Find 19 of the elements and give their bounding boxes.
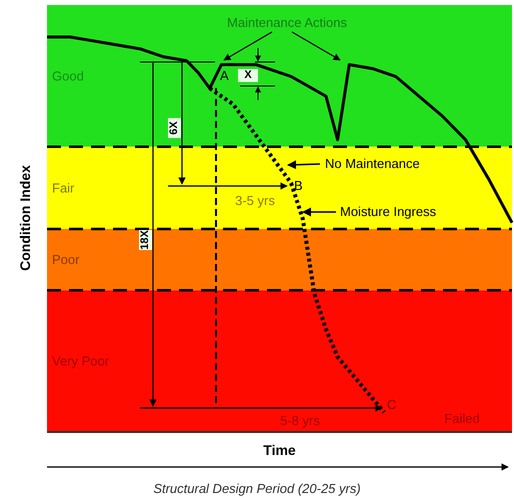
annotation: Failed: [444, 411, 480, 426]
text: Maintenance Actions: [227, 15, 348, 30]
annotation: C: [387, 397, 396, 412]
annotation: 18X: [139, 230, 151, 250]
annotation: 6X: [168, 120, 180, 135]
annotation: X: [244, 69, 252, 81]
y-axis-title: Condition Index: [17, 164, 33, 271]
annotation: No Maintenance: [325, 156, 420, 171]
annotation: B: [294, 178, 303, 193]
x-axis-title: Time: [263, 442, 296, 458]
annotation: Moisture Ingress: [340, 204, 437, 219]
text: Structural Design Period (20-25 yrs): [153, 481, 361, 496]
annotation: 5-8 yrs: [280, 413, 320, 428]
band-label: Good: [52, 68, 84, 84]
band-label: Very Poor: [52, 354, 110, 369]
band-label: Fair: [52, 180, 76, 196]
annotation: 3-5 yrs: [235, 193, 276, 208]
annotation: A: [220, 68, 229, 83]
band-label: Poor: [52, 252, 80, 268]
